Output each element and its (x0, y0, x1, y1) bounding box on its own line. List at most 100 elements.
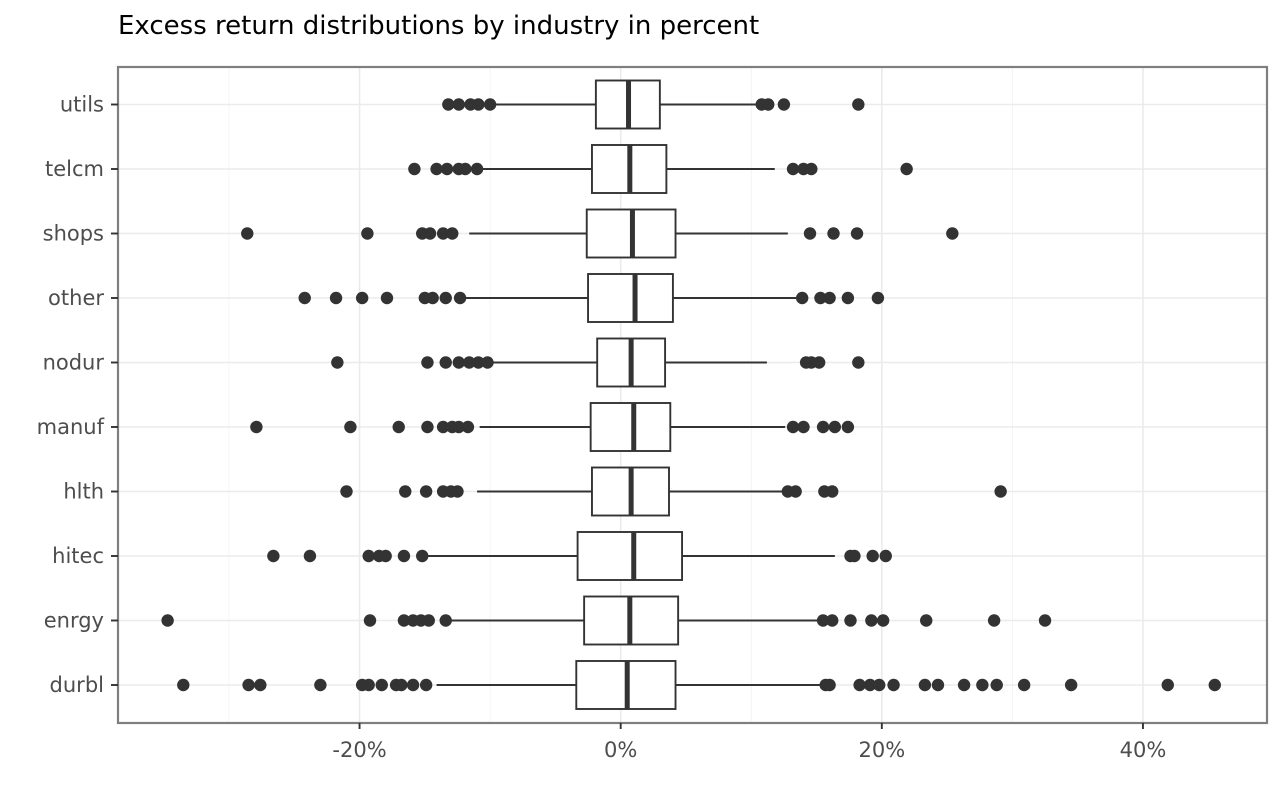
box-group (340, 466, 1007, 517)
outlier-point (470, 162, 484, 176)
x-tick-label: -20% (332, 738, 386, 762)
outlier-point (472, 98, 485, 111)
y-tick-label: nodur (43, 351, 105, 375)
outlier-point (814, 291, 827, 305)
outlier-point (241, 227, 254, 240)
box-group (161, 595, 1052, 646)
box-group (267, 531, 892, 581)
x-tick-label: 20% (858, 738, 905, 762)
x-tick-label: 0% (604, 738, 637, 762)
y-tick-label: durbl (50, 673, 104, 697)
outlier-point (392, 420, 405, 434)
outlier-point (863, 678, 877, 692)
outlier-point (267, 549, 280, 563)
outlier-point (362, 549, 375, 563)
outlier-point (242, 678, 255, 692)
y-tick-label: hlth (63, 480, 104, 504)
outlier-point (481, 356, 494, 369)
outlier-point (816, 614, 830, 627)
y-axis-ticks: durbl enrgy hitec hlth manuf nodur other shops… (37, 93, 118, 697)
box-group (177, 660, 1221, 710)
box-group (408, 144, 913, 194)
outlier-point (990, 678, 1003, 692)
outlier-point (483, 98, 497, 111)
outlier-point (994, 485, 1007, 498)
outlier-point (852, 98, 865, 111)
outlier-point (436, 227, 450, 240)
outlier-point (871, 291, 885, 305)
outlier-point (250, 420, 263, 434)
outlier-point (442, 98, 455, 111)
outlier-point (340, 485, 353, 498)
outlier-point (850, 227, 864, 240)
outlier-point (463, 356, 476, 369)
outlier-point (362, 678, 375, 692)
outlier-point (841, 291, 855, 305)
outlier-point (355, 291, 369, 305)
outlier-point (363, 614, 377, 627)
y-tick-label: utils (60, 93, 104, 117)
outlier-point (419, 485, 433, 498)
outlier-point (805, 162, 818, 176)
outlier-point (873, 678, 886, 692)
outlier-point (439, 291, 452, 305)
outlier-point (177, 678, 190, 692)
x-tick-label: 40% (1120, 738, 1167, 762)
outlier-point (395, 678, 408, 692)
outlier-point (459, 162, 472, 176)
outlier-point (439, 614, 452, 627)
outlier-point (446, 227, 459, 240)
outlier-point (397, 614, 411, 627)
outlier-point (848, 549, 861, 563)
box-iqr (589, 402, 672, 452)
outlier-point (397, 549, 411, 563)
box-iqr (576, 531, 684, 581)
outlier-point (303, 549, 317, 563)
outlier-point (419, 678, 433, 692)
outlier-point (786, 162, 800, 176)
outlier-point (865, 614, 878, 627)
outlier-point (827, 227, 840, 240)
outlier-point (918, 678, 932, 692)
outlier-point (461, 420, 475, 434)
outlier-point (298, 291, 311, 305)
outlier-point (452, 356, 465, 369)
box-group (331, 337, 865, 388)
outlier-point (797, 420, 810, 434)
outlier-point (844, 614, 857, 627)
outlier-point (852, 356, 865, 369)
y-tick-label: telcm (45, 157, 104, 181)
outlier-point (816, 420, 830, 434)
grid-lines (118, 67, 1267, 723)
outlier-point (426, 291, 439, 305)
box-iqr (587, 273, 674, 323)
outlier-point (1161, 678, 1174, 692)
outlier-point (803, 227, 817, 240)
outlier-point (453, 291, 467, 305)
outlier-point (789, 485, 802, 498)
outlier-point (1038, 614, 1052, 627)
outlier-point (406, 678, 420, 692)
box-group (241, 208, 959, 259)
outlier-point (762, 98, 775, 111)
outlier-point (879, 549, 892, 563)
box-group (442, 79, 865, 130)
outlier-point (423, 227, 437, 240)
outlier-point (823, 678, 836, 692)
outlier-point (976, 678, 989, 692)
outlier-point (430, 162, 443, 176)
outlier-point (812, 356, 826, 369)
y-tick-label: shops (43, 222, 104, 246)
outlier-point (451, 485, 464, 498)
outlier-point (380, 291, 394, 305)
outlier-point (422, 614, 435, 627)
outlier-point (841, 420, 855, 434)
outlier-point (344, 420, 357, 434)
outlier-point (920, 614, 933, 627)
outlier-point (946, 227, 959, 240)
outlier-point (1064, 678, 1078, 692)
y-tick-label: other (48, 286, 104, 310)
outlier-point (987, 614, 1001, 627)
x-axis-ticks: -20% 0% 20% 40% (332, 723, 1166, 762)
outlier-point (452, 420, 465, 434)
